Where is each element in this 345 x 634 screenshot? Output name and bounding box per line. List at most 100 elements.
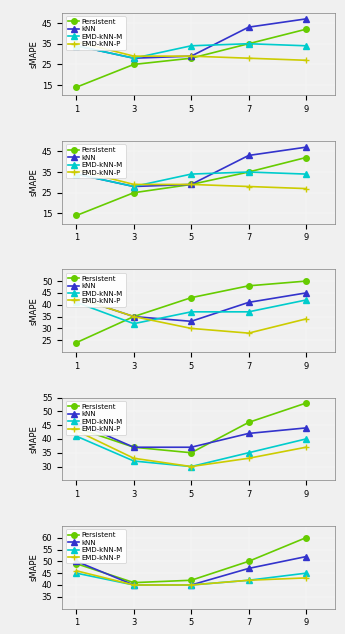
Line: EMD-kNN-P: EMD-kNN-P	[74, 428, 309, 469]
Persistent	[247, 282, 251, 290]
kNN	[189, 318, 193, 325]
Persistent	[189, 576, 193, 584]
Line: kNN: kNN	[74, 145, 309, 190]
EMD-kNN-P	[304, 56, 308, 64]
EMD-kNN-M	[304, 296, 308, 304]
EMD-kNN-P	[132, 581, 136, 589]
kNN	[247, 565, 251, 573]
Line: Persistent: Persistent	[74, 400, 309, 456]
EMD-kNN-M	[304, 171, 308, 178]
EMD-kNN-M	[247, 168, 251, 176]
kNN	[75, 294, 79, 301]
EMD-kNN-M	[247, 308, 251, 316]
EMD-kNN-P	[189, 181, 193, 188]
Line: kNN: kNN	[74, 290, 309, 324]
Line: kNN: kNN	[74, 420, 309, 450]
kNN	[304, 143, 308, 151]
Legend: Persistent, kNN, EMD-kNN-M, EMD-kNN-P: Persistent, kNN, EMD-kNN-M, EMD-kNN-P	[66, 273, 126, 307]
EMD-kNN-P	[304, 315, 308, 323]
EMD-kNN-M	[75, 299, 79, 306]
Persistent	[132, 579, 136, 586]
Line: EMD-kNN-M: EMD-kNN-M	[74, 41, 309, 61]
Persistent	[75, 83, 79, 91]
Persistent	[304, 25, 308, 33]
EMD-kNN-P	[189, 581, 193, 589]
kNN	[132, 55, 136, 62]
Line: EMD-kNN-P: EMD-kNN-P	[74, 39, 309, 63]
EMD-kNN-P	[132, 53, 136, 60]
EMD-kNN-M	[304, 569, 308, 577]
EMD-kNN-M	[132, 320, 136, 328]
Persistent	[75, 424, 79, 432]
EMD-kNN-M	[189, 42, 193, 49]
Line: Persistent: Persistent	[74, 278, 309, 346]
kNN	[75, 42, 79, 49]
Persistent	[304, 277, 308, 285]
kNN	[304, 289, 308, 297]
Persistent	[304, 399, 308, 407]
EMD-kNN-P	[75, 567, 79, 574]
Persistent	[247, 168, 251, 176]
EMD-kNN-M	[247, 449, 251, 456]
EMD-kNN-M	[75, 42, 79, 49]
Persistent	[189, 55, 193, 62]
Persistent	[247, 557, 251, 565]
Legend: Persistent, kNN, EMD-kNN-M, EMD-kNN-P: Persistent, kNN, EMD-kNN-M, EMD-kNN-P	[66, 16, 126, 50]
EMD-kNN-P	[132, 455, 136, 462]
Legend: Persistent, kNN, EMD-kNN-M, EMD-kNN-P: Persistent, kNN, EMD-kNN-M, EMD-kNN-P	[66, 529, 126, 564]
Persistent	[189, 181, 193, 188]
kNN	[189, 181, 193, 188]
EMD-kNN-P	[132, 313, 136, 320]
kNN	[132, 443, 136, 451]
Persistent	[132, 189, 136, 197]
kNN	[247, 23, 251, 31]
kNN	[247, 299, 251, 306]
Y-axis label: sMAPE: sMAPE	[30, 297, 39, 325]
Line: Persistent: Persistent	[74, 535, 309, 585]
EMD-kNN-P	[75, 166, 79, 174]
EMD-kNN-P	[247, 455, 251, 462]
Line: kNN: kNN	[74, 554, 309, 588]
Persistent	[75, 339, 79, 346]
Persistent	[247, 40, 251, 48]
Persistent	[75, 212, 79, 219]
kNN	[304, 15, 308, 23]
Line: EMD-kNN-P: EMD-kNN-P	[74, 295, 309, 336]
kNN	[132, 313, 136, 320]
Persistent	[75, 560, 79, 567]
Persistent	[132, 61, 136, 68]
Legend: Persistent, kNN, EMD-kNN-M, EMD-kNN-P: Persistent, kNN, EMD-kNN-M, EMD-kNN-P	[66, 145, 126, 178]
EMD-kNN-P	[189, 325, 193, 332]
Y-axis label: sMAPE: sMAPE	[30, 553, 39, 581]
EMD-kNN-P	[304, 184, 308, 192]
EMD-kNN-M	[189, 171, 193, 178]
kNN	[132, 581, 136, 589]
EMD-kNN-M	[304, 42, 308, 49]
Persistent	[189, 449, 193, 456]
kNN	[304, 553, 308, 560]
EMD-kNN-M	[247, 40, 251, 48]
Line: kNN: kNN	[74, 16, 309, 61]
EMD-kNN-P	[304, 574, 308, 582]
EMD-kNN-P	[247, 55, 251, 62]
Y-axis label: sMAPE: sMAPE	[30, 40, 39, 68]
EMD-kNN-M	[189, 308, 193, 316]
Persistent	[304, 534, 308, 541]
EMD-kNN-P	[247, 329, 251, 337]
EMD-kNN-M	[132, 581, 136, 589]
Persistent	[304, 153, 308, 161]
EMD-kNN-P	[75, 294, 79, 301]
Line: EMD-kNN-P: EMD-kNN-P	[74, 568, 309, 588]
EMD-kNN-P	[189, 53, 193, 60]
Persistent	[132, 443, 136, 451]
kNN	[247, 152, 251, 159]
Line: EMD-kNN-P: EMD-kNN-P	[74, 167, 309, 191]
EMD-kNN-M	[189, 581, 193, 589]
Line: EMD-kNN-M: EMD-kNN-M	[74, 571, 309, 588]
EMD-kNN-P	[189, 463, 193, 470]
Line: Persistent: Persistent	[74, 27, 309, 90]
kNN	[247, 430, 251, 437]
EMD-kNN-M	[75, 432, 79, 440]
kNN	[132, 183, 136, 190]
Legend: Persistent, kNN, EMD-kNN-M, EMD-kNN-P: Persistent, kNN, EMD-kNN-M, EMD-kNN-P	[66, 401, 126, 435]
